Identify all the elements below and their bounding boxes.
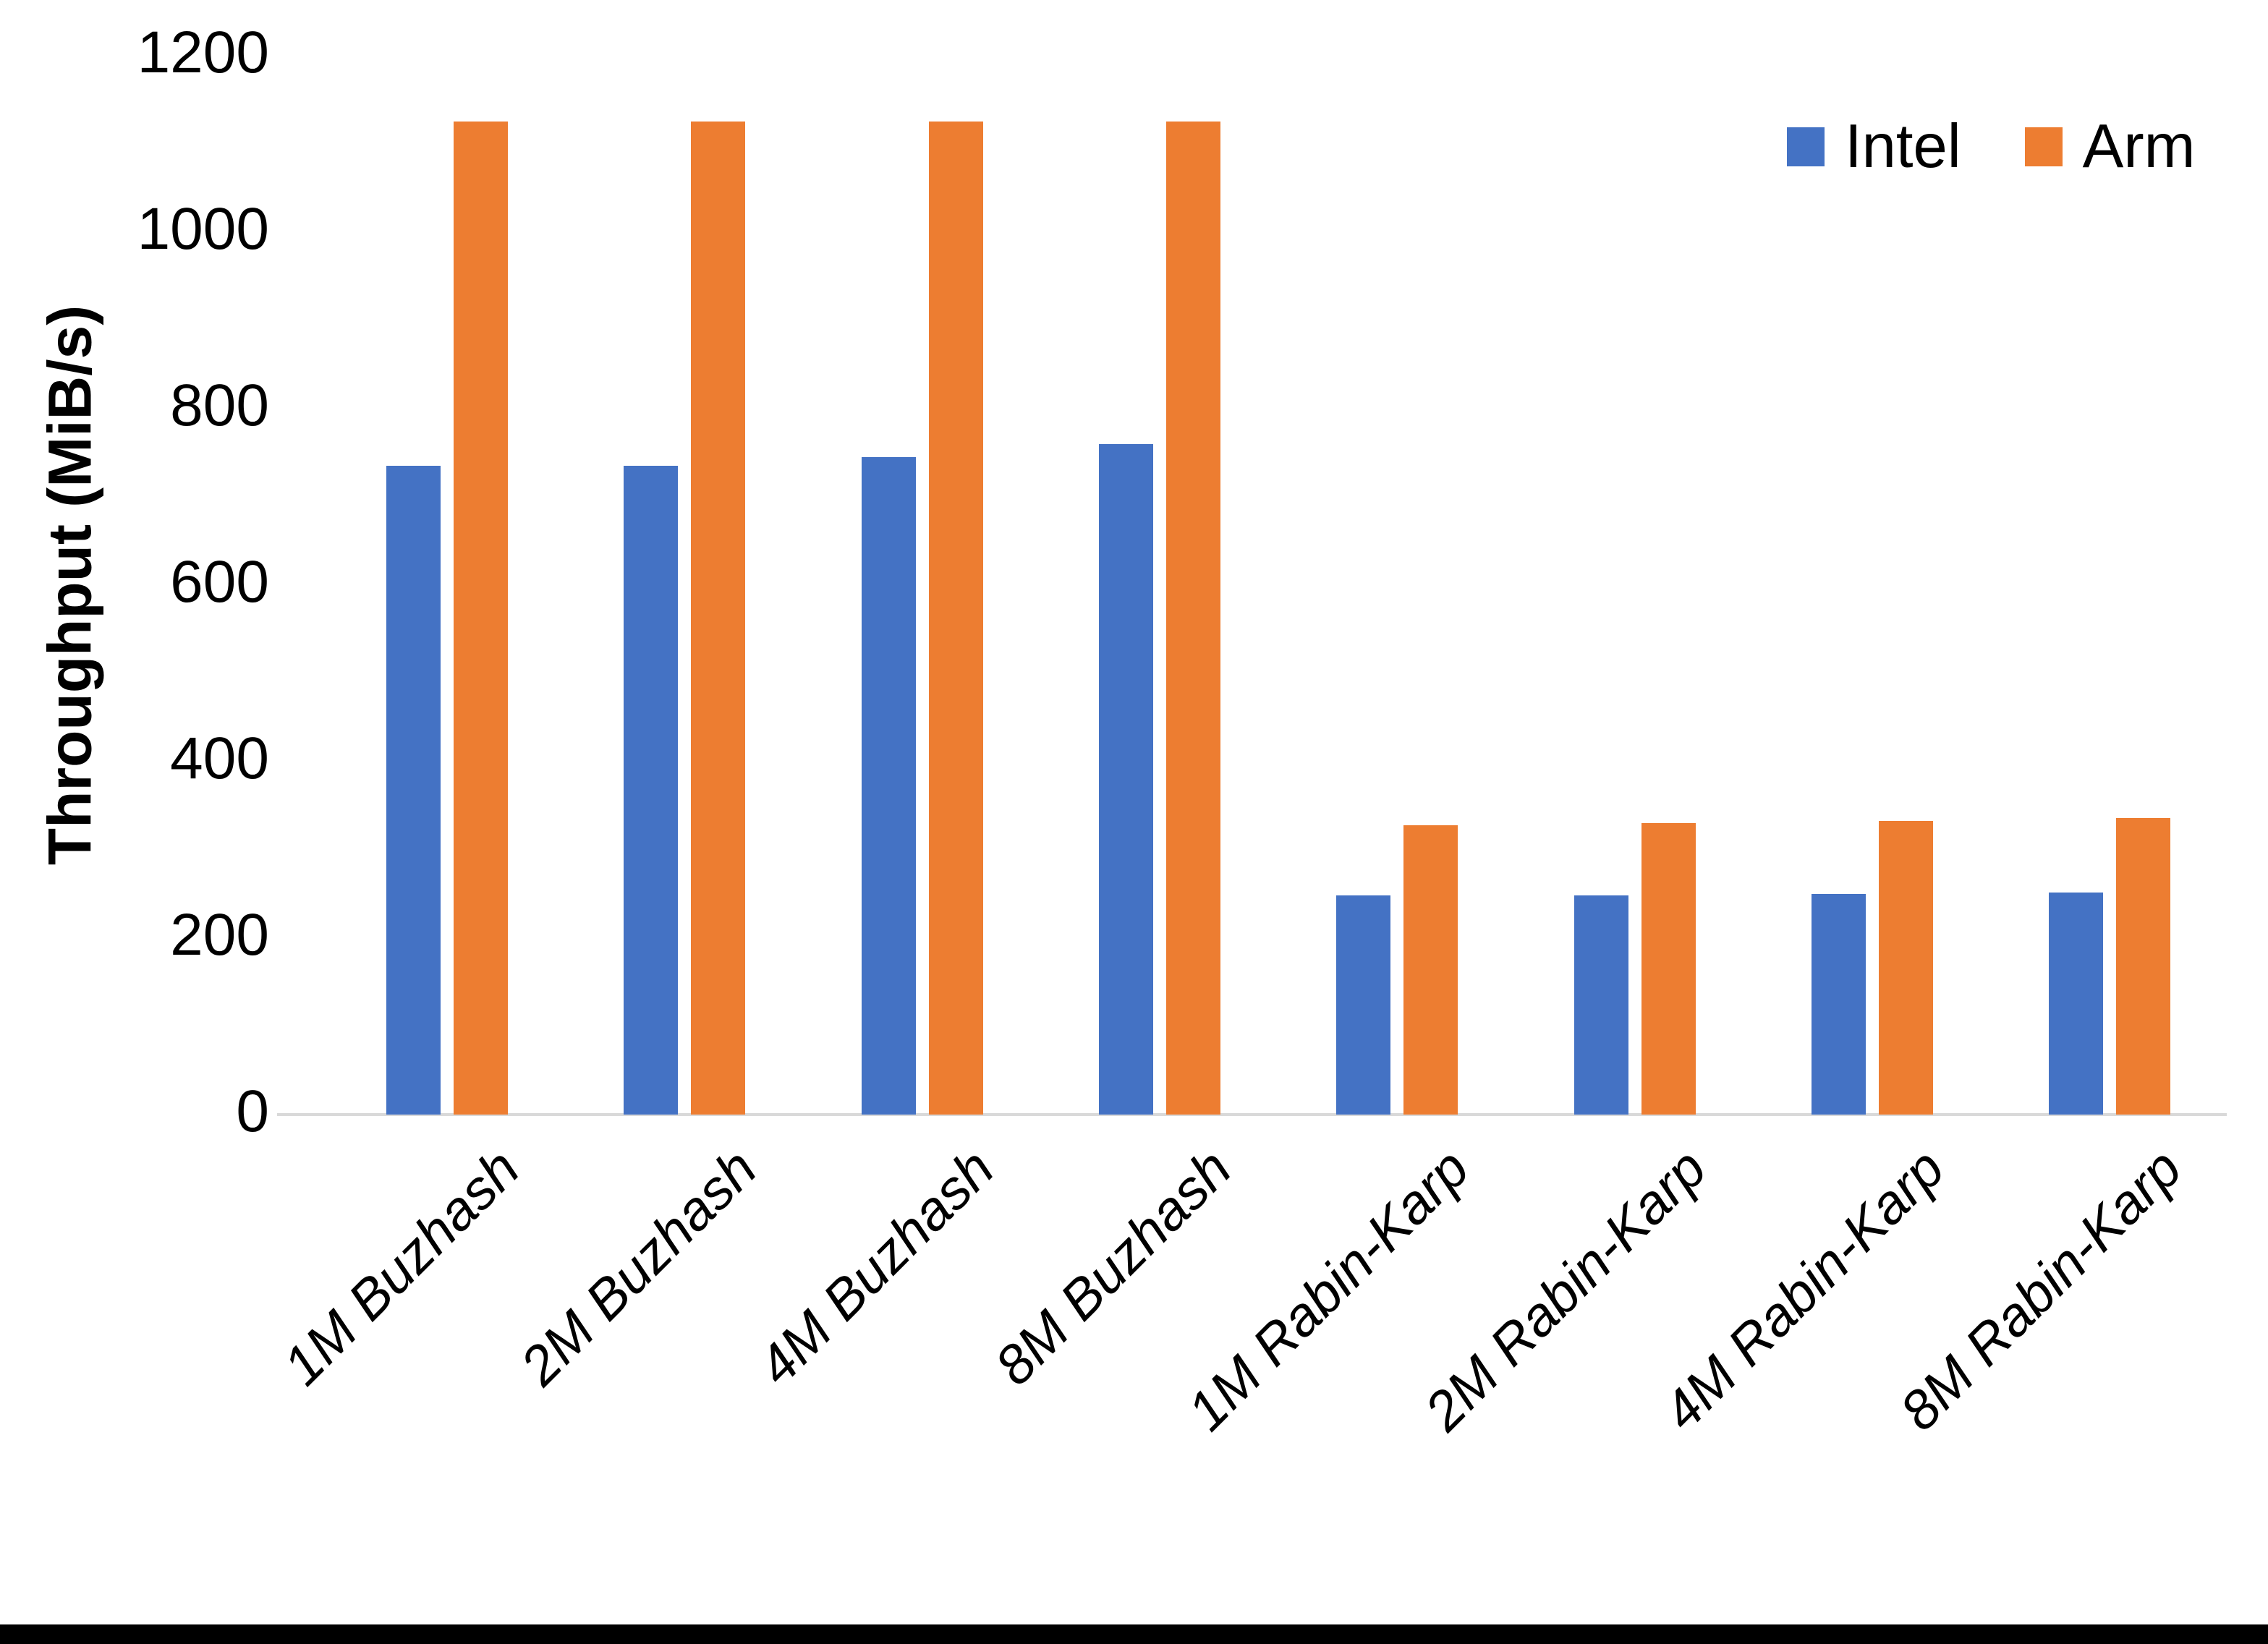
bar-arm-2m-rabin-karp (1641, 823, 1696, 1115)
bar-intel-1m-rabin-karp (1336, 895, 1390, 1115)
bar-intel-2m-buzhash (624, 466, 678, 1115)
legend-item-intel: Intel (1787, 112, 1961, 181)
legend-item-arm: Arm (2024, 112, 2196, 181)
bar-intel-8m-buzhash (1099, 444, 1153, 1115)
y-tick-label-400: 400 (170, 725, 269, 792)
bar-arm-8m-rabin-karp (2116, 818, 2170, 1115)
bar-intel-4m-rabin-karp (1812, 894, 1866, 1115)
legend-label-arm: Arm (2082, 112, 2196, 181)
y-tick-label-800: 800 (170, 372, 269, 439)
bar-arm-1m-rabin-karp (1403, 825, 1458, 1115)
bar-arm-8m-buzhash (1166, 122, 1220, 1115)
y-tick-label-1000: 1000 (137, 196, 269, 263)
y-tick-label-1200: 1200 (137, 20, 269, 86)
bar-arm-2m-buzhash (691, 122, 745, 1115)
x-tick-label-1m-buzhash: 1M Buzhash (271, 1137, 531, 1397)
x-tick-label-8m-buzhash: 8M Buzhash (983, 1137, 1244, 1397)
bar-intel-8m-rabin-karp (2049, 893, 2103, 1115)
bar-arm-1m-buzhash (454, 122, 508, 1115)
x-tick-label-4m-buzhash: 4M Buzhash (746, 1137, 1006, 1397)
x-tick-label-2m-buzhash: 2M Buzhash (509, 1137, 769, 1397)
y-tick-label-600: 600 (170, 549, 269, 616)
legend-label-intel: Intel (1845, 112, 1961, 181)
y-tick-label-0: 0 (236, 1078, 269, 1145)
y-tick-label-200: 200 (170, 902, 269, 968)
bar-intel-2m-rabin-karp (1574, 895, 1628, 1115)
bottom-border-line (0, 1624, 2268, 1644)
bar-intel-4m-buzhash (862, 457, 916, 1115)
bar-intel-1m-buzhash (386, 466, 441, 1115)
bar-arm-4m-buzhash (929, 122, 983, 1115)
arm-series-swatch (2024, 127, 2063, 166)
intel-series-swatch (1787, 127, 1825, 166)
legend: Intel Arm (1787, 112, 2196, 181)
x-axis-line (277, 1113, 2227, 1116)
y-axis-title: Throughput (MiB/s) (35, 304, 104, 866)
bar-arm-4m-rabin-karp (1879, 821, 1933, 1115)
